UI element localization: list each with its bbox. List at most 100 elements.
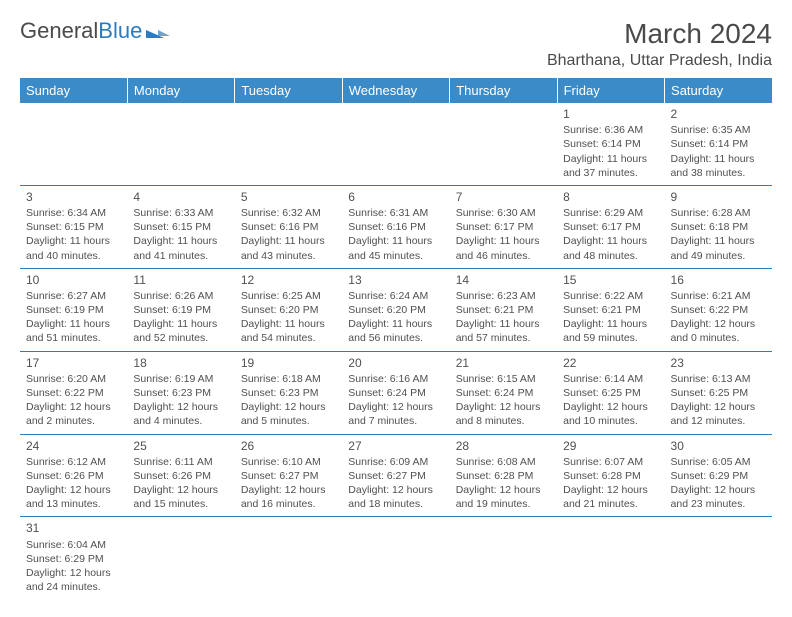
calendar-day-cell: 20Sunrise: 6:16 AMSunset: 6:24 PMDayligh… <box>342 351 449 434</box>
sunset-text: Sunset: 6:20 PM <box>241 303 336 317</box>
calendar-day-cell: 21Sunrise: 6:15 AMSunset: 6:24 PMDayligh… <box>450 351 557 434</box>
day-number: 5 <box>241 189 336 205</box>
daylight1-text: Daylight: 11 hours <box>241 317 336 331</box>
day-number: 27 <box>348 438 443 454</box>
calendar-day-cell: 8Sunrise: 6:29 AMSunset: 6:17 PMDaylight… <box>557 185 664 268</box>
day-number: 24 <box>26 438 121 454</box>
sunset-text: Sunset: 6:16 PM <box>348 220 443 234</box>
daylight2-text: and 40 minutes. <box>26 249 121 263</box>
daylight1-text: Daylight: 12 hours <box>133 400 228 414</box>
daylight2-text: and 59 minutes. <box>563 331 658 345</box>
sunrise-text: Sunrise: 6:19 AM <box>133 372 228 386</box>
daylight1-text: Daylight: 11 hours <box>671 152 766 166</box>
calendar-day-cell: 19Sunrise: 6:18 AMSunset: 6:23 PMDayligh… <box>235 351 342 434</box>
weekday-header: Tuesday <box>235 78 342 103</box>
daylight2-text: and 24 minutes. <box>26 580 121 594</box>
weekday-header: Friday <box>557 78 664 103</box>
calendar-body: 1Sunrise: 6:36 AMSunset: 6:14 PMDaylight… <box>20 103 772 599</box>
daylight1-text: Daylight: 11 hours <box>133 234 228 248</box>
calendar-day-cell <box>235 103 342 185</box>
calendar-day-cell <box>557 517 664 599</box>
daylight1-text: Daylight: 11 hours <box>456 234 551 248</box>
sunrise-text: Sunrise: 6:16 AM <box>348 372 443 386</box>
weekday-header: Wednesday <box>342 78 449 103</box>
calendar-day-cell <box>127 103 234 185</box>
day-number: 6 <box>348 189 443 205</box>
sunrise-text: Sunrise: 6:24 AM <box>348 289 443 303</box>
daylight1-text: Daylight: 11 hours <box>563 234 658 248</box>
calendar-day-cell: 25Sunrise: 6:11 AMSunset: 6:26 PMDayligh… <box>127 434 234 517</box>
sunset-text: Sunset: 6:17 PM <box>563 220 658 234</box>
sunset-text: Sunset: 6:19 PM <box>26 303 121 317</box>
location-text: Bharthana, Uttar Pradesh, India <box>547 52 772 70</box>
sunset-text: Sunset: 6:27 PM <box>348 469 443 483</box>
daylight2-text: and 38 minutes. <box>671 166 766 180</box>
daylight2-text: and 8 minutes. <box>456 414 551 428</box>
sunrise-text: Sunrise: 6:05 AM <box>671 455 766 469</box>
calendar-day-cell <box>342 103 449 185</box>
day-number: 8 <box>563 189 658 205</box>
sunrise-text: Sunrise: 6:13 AM <box>671 372 766 386</box>
calendar-day-cell <box>342 517 449 599</box>
sunset-text: Sunset: 6:23 PM <box>241 386 336 400</box>
calendar-day-cell: 7Sunrise: 6:30 AMSunset: 6:17 PMDaylight… <box>450 185 557 268</box>
calendar-day-cell: 12Sunrise: 6:25 AMSunset: 6:20 PMDayligh… <box>235 268 342 351</box>
daylight1-text: Daylight: 12 hours <box>26 483 121 497</box>
sunrise-text: Sunrise: 6:34 AM <box>26 206 121 220</box>
calendar-day-cell: 31Sunrise: 6:04 AMSunset: 6:29 PMDayligh… <box>20 517 127 599</box>
sunrise-text: Sunrise: 6:18 AM <box>241 372 336 386</box>
daylight2-text: and 48 minutes. <box>563 249 658 263</box>
calendar-day-cell <box>450 103 557 185</box>
daylight2-text: and 51 minutes. <box>26 331 121 345</box>
sunrise-text: Sunrise: 6:09 AM <box>348 455 443 469</box>
daylight1-text: Daylight: 11 hours <box>241 234 336 248</box>
sunset-text: Sunset: 6:21 PM <box>563 303 658 317</box>
weekday-header: Saturday <box>665 78 772 103</box>
day-number: 29 <box>563 438 658 454</box>
day-number: 9 <box>671 189 766 205</box>
daylight2-text: and 4 minutes. <box>133 414 228 428</box>
day-number: 1 <box>563 106 658 122</box>
sunset-text: Sunset: 6:25 PM <box>563 386 658 400</box>
sunset-text: Sunset: 6:21 PM <box>456 303 551 317</box>
sunset-text: Sunset: 6:14 PM <box>563 137 658 151</box>
brand-logo: GeneralBlue <box>20 18 170 44</box>
day-number: 26 <box>241 438 336 454</box>
calendar-week-row: 1Sunrise: 6:36 AMSunset: 6:14 PMDaylight… <box>20 103 772 185</box>
daylight1-text: Daylight: 12 hours <box>563 483 658 497</box>
daylight2-text: and 7 minutes. <box>348 414 443 428</box>
daylight1-text: Daylight: 12 hours <box>241 400 336 414</box>
sunrise-text: Sunrise: 6:04 AM <box>26 538 121 552</box>
sunset-text: Sunset: 6:26 PM <box>26 469 121 483</box>
sunset-text: Sunset: 6:16 PM <box>241 220 336 234</box>
sunrise-text: Sunrise: 6:29 AM <box>563 206 658 220</box>
calendar-day-cell: 26Sunrise: 6:10 AMSunset: 6:27 PMDayligh… <box>235 434 342 517</box>
daylight2-text: and 37 minutes. <box>563 166 658 180</box>
day-number: 2 <box>671 106 766 122</box>
calendar-day-cell: 2Sunrise: 6:35 AMSunset: 6:14 PMDaylight… <box>665 103 772 185</box>
day-number: 21 <box>456 355 551 371</box>
calendar-day-cell: 17Sunrise: 6:20 AMSunset: 6:22 PMDayligh… <box>20 351 127 434</box>
sunrise-text: Sunrise: 6:11 AM <box>133 455 228 469</box>
calendar-day-cell: 30Sunrise: 6:05 AMSunset: 6:29 PMDayligh… <box>665 434 772 517</box>
calendar-day-cell <box>235 517 342 599</box>
daylight1-text: Daylight: 11 hours <box>563 317 658 331</box>
daylight2-text: and 18 minutes. <box>348 497 443 511</box>
daylight2-text: and 57 minutes. <box>456 331 551 345</box>
sunset-text: Sunset: 6:24 PM <box>348 386 443 400</box>
sunset-text: Sunset: 6:27 PM <box>241 469 336 483</box>
daylight2-text: and 46 minutes. <box>456 249 551 263</box>
sunrise-text: Sunrise: 6:10 AM <box>241 455 336 469</box>
daylight1-text: Daylight: 11 hours <box>671 234 766 248</box>
daylight1-text: Daylight: 12 hours <box>671 317 766 331</box>
calendar-day-cell: 5Sunrise: 6:32 AMSunset: 6:16 PMDaylight… <box>235 185 342 268</box>
day-number: 10 <box>26 272 121 288</box>
calendar-day-cell: 1Sunrise: 6:36 AMSunset: 6:14 PMDaylight… <box>557 103 664 185</box>
calendar-day-cell <box>127 517 234 599</box>
daylight1-text: Daylight: 12 hours <box>456 400 551 414</box>
daylight2-text: and 16 minutes. <box>241 497 336 511</box>
calendar-day-cell: 14Sunrise: 6:23 AMSunset: 6:21 PMDayligh… <box>450 268 557 351</box>
calendar-week-row: 3Sunrise: 6:34 AMSunset: 6:15 PMDaylight… <box>20 185 772 268</box>
calendar-day-cell: 29Sunrise: 6:07 AMSunset: 6:28 PMDayligh… <box>557 434 664 517</box>
sunset-text: Sunset: 6:28 PM <box>456 469 551 483</box>
